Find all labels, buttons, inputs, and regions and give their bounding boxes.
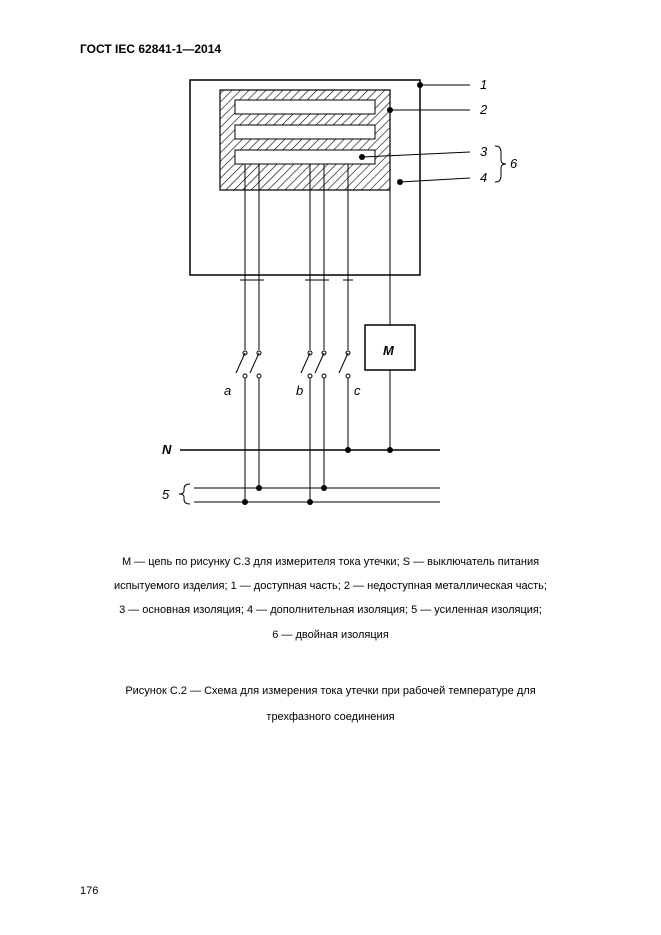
figure-caption: Рисунок С.2 — Схема для измерения тока у…	[60, 678, 601, 731]
element-1	[235, 100, 375, 114]
switch-a	[236, 351, 261, 378]
dot-r-a1	[242, 499, 248, 505]
label-1: 1	[480, 77, 487, 92]
dot-r-b2	[321, 485, 327, 491]
caption-line: трехфазного соединения	[60, 704, 601, 730]
dot-n-m	[387, 447, 393, 453]
caption-line: Рисунок С.2 — Схема для измерения тока у…	[60, 678, 601, 704]
legend-line: 6 — двойная изоляция	[60, 623, 601, 647]
dot-r-b1	[307, 499, 313, 505]
doc-header: ГОСТ IEC 62841-1—2014	[80, 42, 221, 56]
lead-4	[400, 178, 470, 182]
label-6: 6	[510, 156, 518, 171]
switch-c	[339, 351, 350, 378]
label-b: b	[296, 383, 303, 398]
label-3: 3	[480, 144, 488, 159]
brace-6	[495, 146, 506, 182]
circuit-diagram: 1 2 3 4 6	[150, 70, 530, 530]
legend-line: испытуемого изделия; 1 — доступная часть…	[60, 574, 601, 598]
page: ГОСТ IEC 62841-1—2014 1 2	[0, 0, 661, 935]
page-number: 176	[80, 885, 98, 897]
label-a: a	[224, 383, 231, 398]
legend-line: M — цепь по рисунку С.3 для измерителя т…	[60, 550, 601, 574]
legend-line: 3 — основная изоляция; 4 — дополнительна…	[60, 598, 601, 622]
brace-5	[179, 484, 190, 504]
m-label: M	[383, 343, 395, 358]
diagram-wrap: 1 2 3 4 6	[150, 70, 530, 535]
legend-block: M — цепь по рисунку С.3 для измерителя т…	[60, 550, 601, 647]
label-N: N	[162, 442, 172, 457]
label-2: 2	[479, 102, 488, 117]
label-5: 5	[162, 487, 170, 502]
dot-r-a2	[256, 485, 262, 491]
element-3	[235, 150, 375, 164]
switch-b	[301, 351, 326, 378]
label-4: 4	[480, 170, 487, 185]
label-c: c	[354, 383, 361, 398]
dot-n-c	[345, 447, 351, 453]
element-2	[235, 125, 375, 139]
